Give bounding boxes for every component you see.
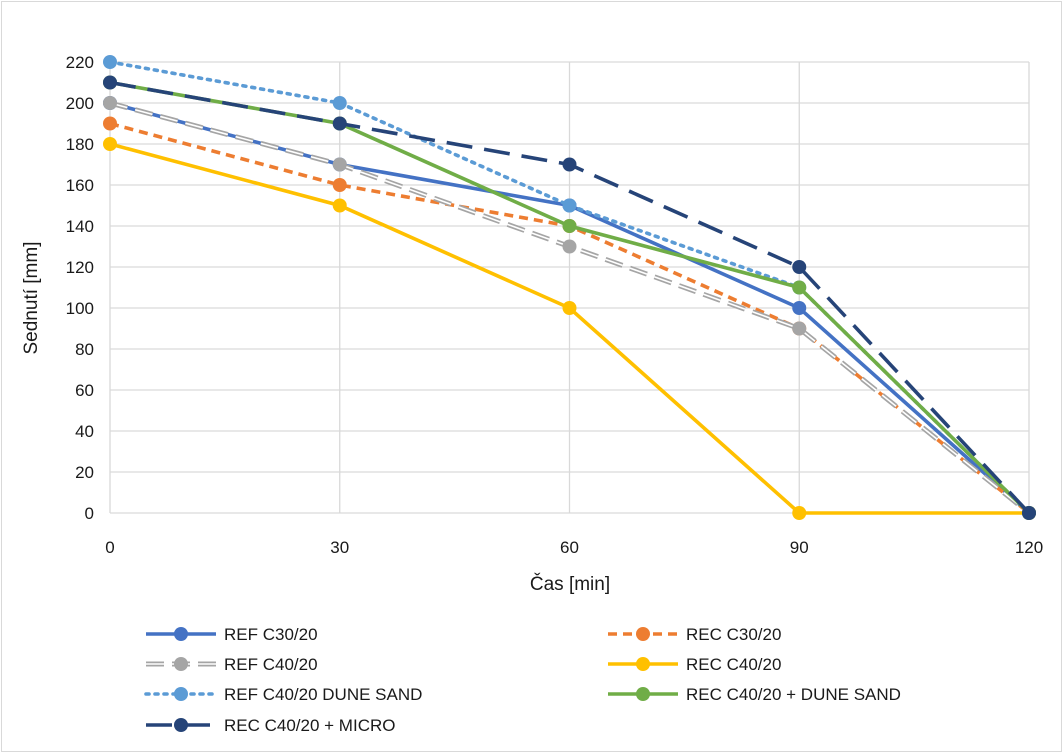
legend: REF C30/20 REC C30/20 REF C40/20 REC C40/20…: [144, 625, 901, 735]
data-point: [332, 157, 347, 172]
legend-label: REF C40/20: [224, 655, 318, 674]
legend-marker: [174, 657, 188, 671]
data-point: [332, 198, 347, 213]
legend-marker: [636, 627, 650, 641]
data-point: [792, 280, 807, 295]
data-point: [792, 301, 807, 315]
data-point: [792, 321, 807, 336]
y-axis-title: Sednutí [mm]: [21, 242, 42, 355]
x-tick-labels: 0 30 60 90 120: [105, 538, 1043, 557]
legend-item: REC C30/20: [608, 625, 781, 644]
legend-marker: [174, 718, 188, 732]
grid-lines: [109, 61, 1030, 514]
y-tick-labels: 0 20 40 60 80 100 120 140 160 180 200 220: [66, 53, 94, 523]
data-point: [103, 116, 117, 131]
x-tick-label: 60: [560, 538, 579, 557]
x-tick-label: 0: [105, 538, 114, 557]
legend-label: REF C30/20: [224, 625, 318, 644]
y-tick-label: 40: [75, 422, 94, 441]
data-point: [792, 506, 807, 520]
legend-item: REC C40/20 + DUNE SAND: [608, 685, 901, 704]
legend-item: REF C40/20: [146, 655, 318, 674]
x-axis-title: Čas [min]: [530, 573, 610, 595]
x-tick-label: 30: [330, 538, 349, 557]
y-tick-label: 0: [85, 504, 94, 523]
data-point: [103, 75, 117, 90]
data-point: [562, 219, 577, 233]
series-6: [103, 75, 1036, 520]
legend-marker: [174, 627, 188, 641]
data-point: [562, 198, 577, 213]
y-tick-label: 80: [75, 340, 94, 359]
legend-item: REF C40/20 DUNE SAND: [144, 685, 422, 704]
data-point: [103, 137, 117, 151]
data-point: [562, 157, 577, 172]
data-point: [1022, 506, 1036, 520]
legend-marker: [174, 687, 188, 701]
legend-item: REF C30/20: [146, 625, 318, 644]
legend-item: REC C40/20 + MICRO: [146, 716, 395, 735]
legend-item: REC C40/20: [608, 655, 781, 674]
y-tick-label: 200: [66, 94, 94, 113]
x-tick-label: 90: [790, 538, 809, 557]
legend-label: REF C40/20 DUNE SAND: [224, 685, 422, 704]
legend-label: REC C40/20 + DUNE SAND: [686, 685, 901, 704]
legend-label: REC C40/20: [686, 655, 781, 674]
y-tick-label: 140: [66, 217, 94, 236]
data-point: [562, 301, 577, 315]
data-point: [332, 178, 347, 192]
y-tick-label: 220: [66, 53, 94, 72]
y-tick-label: 180: [66, 135, 94, 154]
y-tick-label: 120: [66, 258, 94, 277]
data-point: [562, 239, 577, 254]
legend-label: REC C40/20 + MICRO: [224, 716, 395, 735]
y-tick-label: 160: [66, 176, 94, 195]
data-point: [792, 260, 807, 274]
legend-marker: [636, 687, 650, 701]
y-tick-label: 100: [66, 299, 94, 318]
x-tick-label: 120: [1015, 538, 1043, 557]
legend-marker: [636, 657, 650, 671]
data-point: [103, 96, 117, 110]
data-point: [103, 55, 117, 69]
series-group: [103, 55, 1036, 520]
data-point: [332, 96, 347, 110]
legend-label: REC C30/20: [686, 625, 781, 644]
data-point: [332, 116, 347, 131]
y-tick-label: 60: [75, 381, 94, 400]
y-tick-label: 20: [75, 463, 94, 482]
